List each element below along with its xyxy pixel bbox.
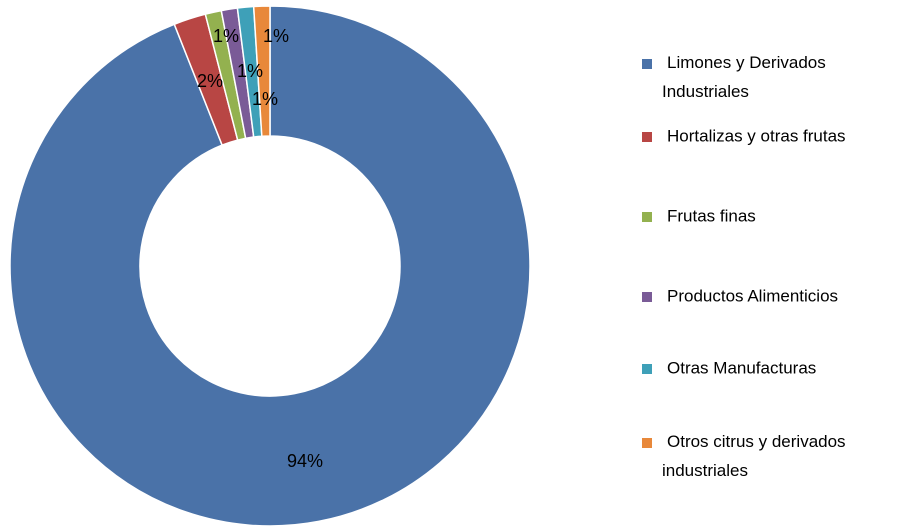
legend-swatch xyxy=(642,132,652,142)
legend-label: Frutas finas xyxy=(667,206,756,225)
legend-label: Otros citrus y derivados industriales xyxy=(662,432,850,480)
legend-swatch xyxy=(642,292,652,302)
legend-swatch xyxy=(642,364,652,374)
data-label: 1% xyxy=(252,89,278,109)
legend-label: Otras Manufacturas xyxy=(667,358,816,377)
data-label: 1% xyxy=(213,26,239,46)
legend-swatch xyxy=(642,438,652,448)
donut-slice xyxy=(252,5,271,138)
legend-label: Limones y Derivados Industriales xyxy=(662,53,830,101)
data-label: 94% xyxy=(287,451,323,471)
legend-label: Hortalizas y otras frutas xyxy=(667,126,846,145)
data-label: 1% xyxy=(263,26,289,46)
legend-label: Productos Alimenticios xyxy=(667,286,838,305)
data-label: 2% xyxy=(197,71,223,91)
donut-slice xyxy=(9,5,531,526)
data-label: 1% xyxy=(237,61,263,81)
legend-swatch xyxy=(642,59,652,69)
legend-swatch xyxy=(642,212,652,222)
